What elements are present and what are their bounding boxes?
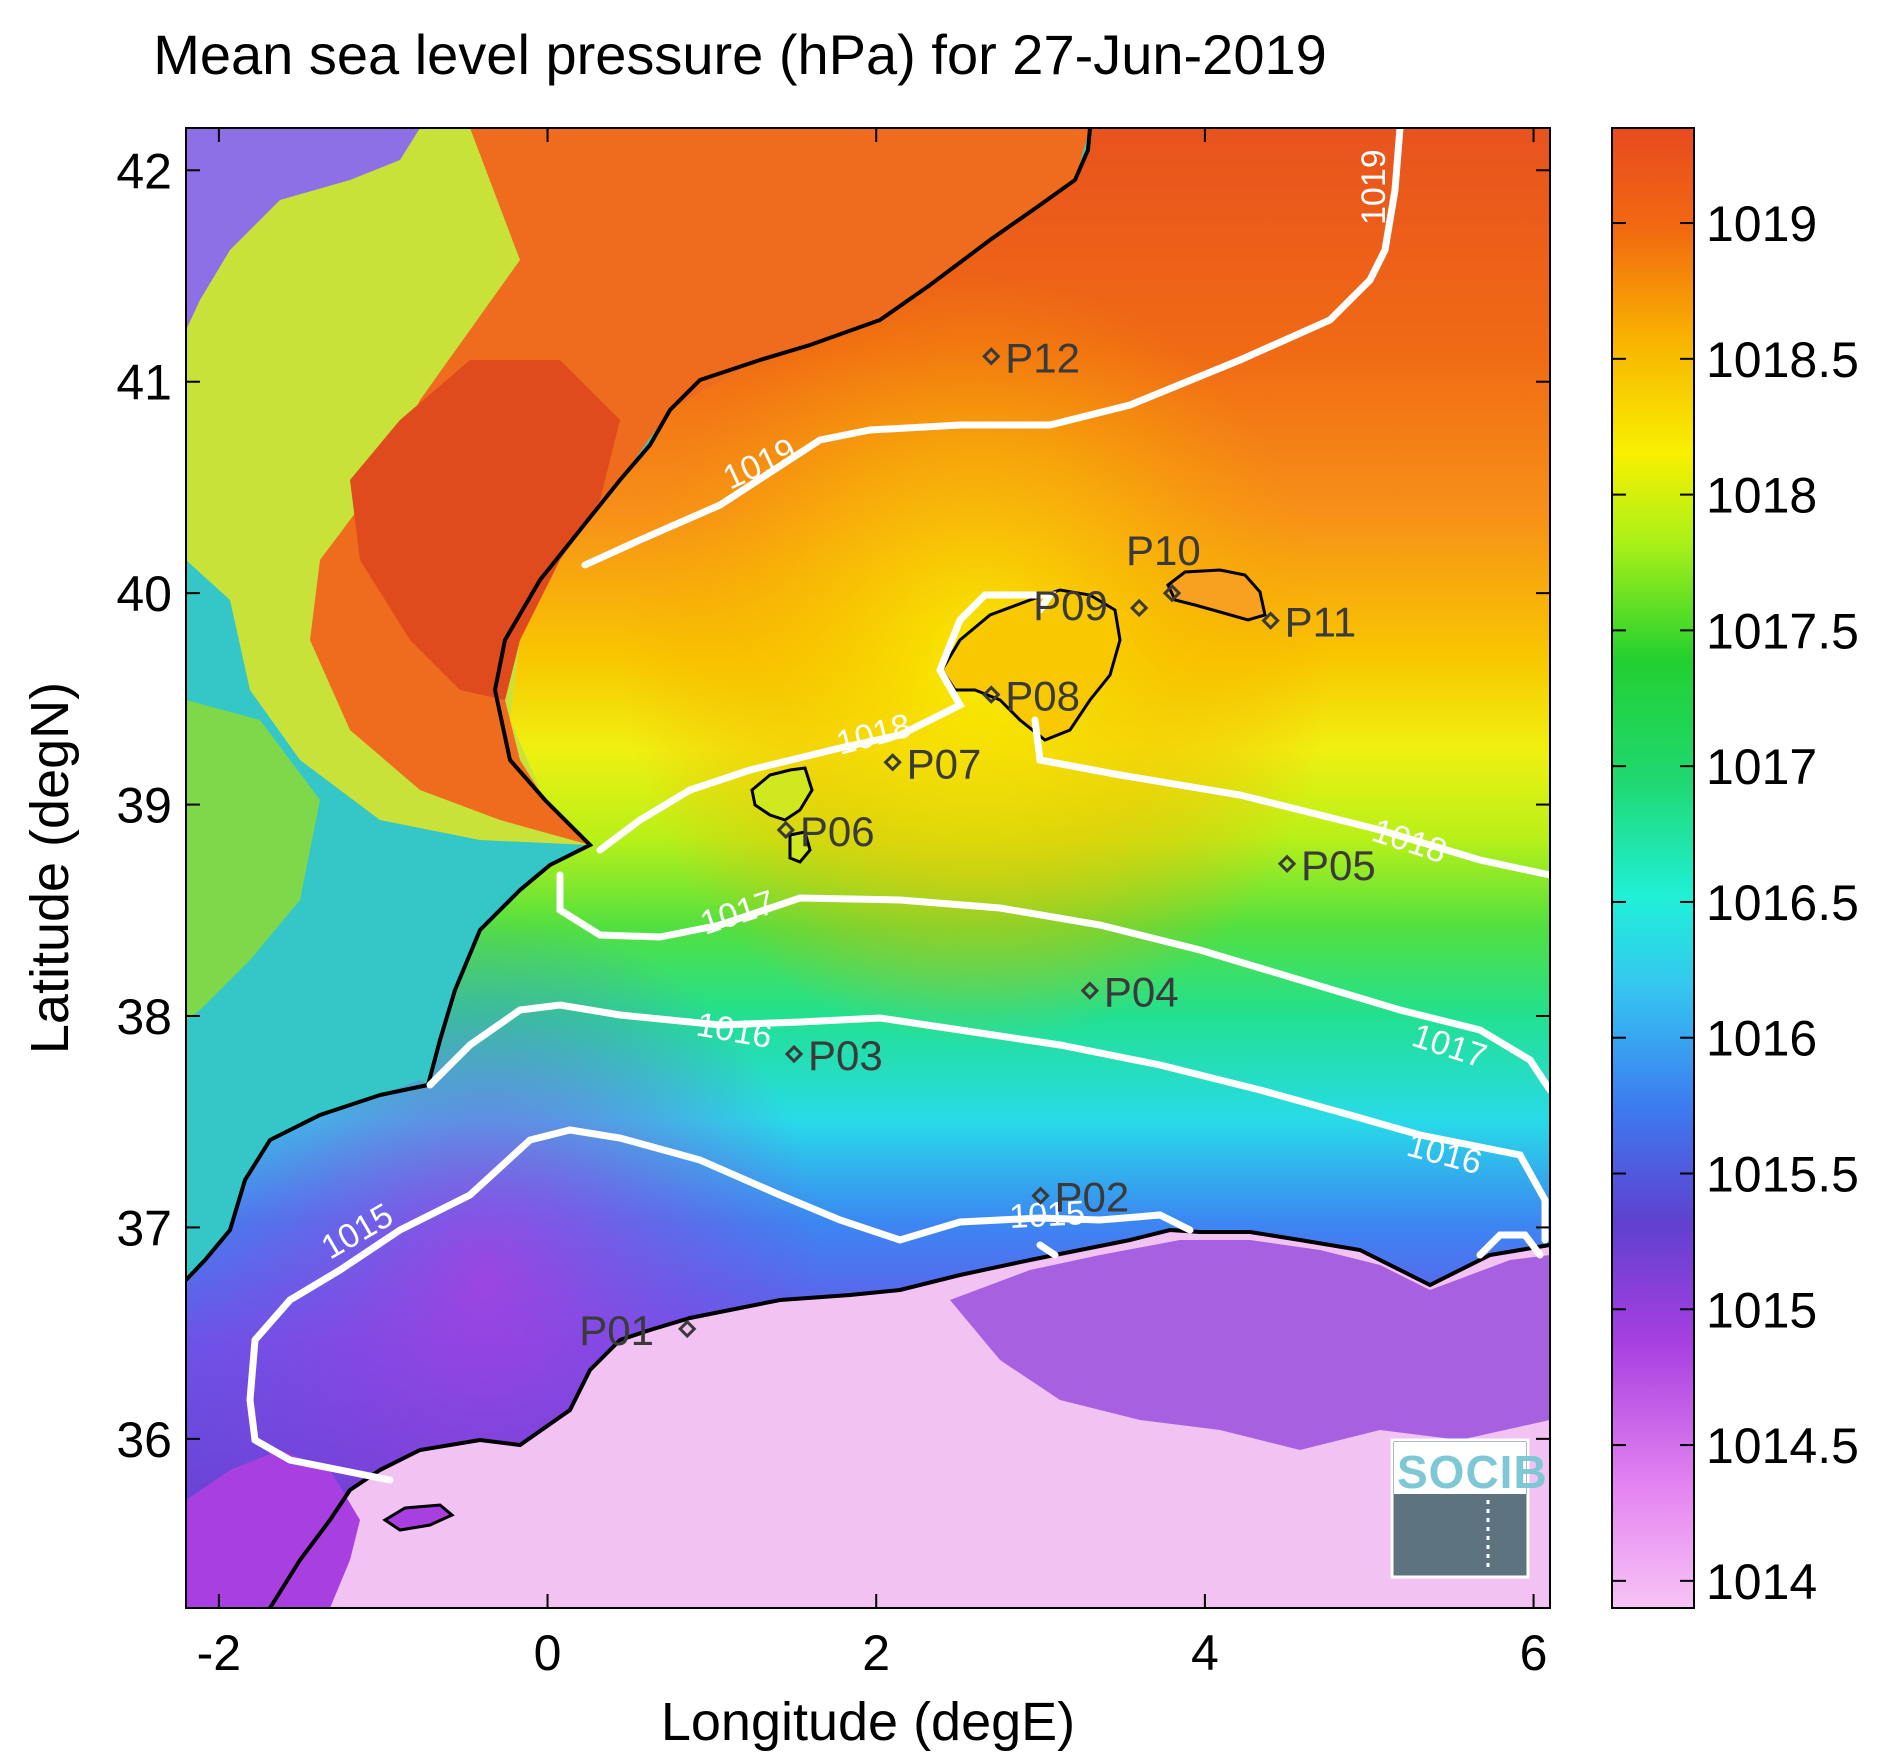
colorbar-ramp: [1611, 127, 1695, 1609]
isobar-1018: [596, 591, 1550, 879]
colorbar-tick-label: 1014.5: [1706, 1418, 1859, 1474]
iberia-land-purple: [186, 128, 420, 330]
station-marker-p03: P03: [784, 1032, 883, 1079]
station-diamond: [1261, 611, 1280, 630]
station-marker-p10: P10: [1126, 527, 1201, 603]
station-marker-p06: P06: [776, 808, 875, 855]
ibiza-island: [750, 766, 814, 822]
x-tick-label: 2: [862, 1625, 890, 1681]
station-marker-p05: P05: [1277, 842, 1376, 889]
station-label: P04: [1104, 969, 1179, 1016]
x-tick-label: 0: [534, 1625, 562, 1681]
colorbar-tick-label: 1017: [1706, 739, 1817, 795]
iberia-coastline: [186, 128, 1092, 1282]
y-tick-label: 38: [116, 989, 172, 1045]
isobar-1015: [246, 1126, 1544, 1484]
station-marker-p12: P12: [982, 334, 1080, 381]
station-label: P02: [1055, 1174, 1130, 1221]
colorbar-tick-label: 1015.5: [1706, 1147, 1859, 1203]
africa-land-purple: [950, 1240, 1550, 1450]
colorbar-ticks: 1014 1014.5 1015 1015.5 1016 1016.5 1017 1017.5…: [1612, 196, 1859, 1610]
colorbar-tick-label: 1014: [1706, 1554, 1817, 1610]
socib-logo-sky: [1394, 1442, 1526, 1494]
y-axis-title: Latitude (degN): [20, 682, 80, 1054]
station-label: P05: [1301, 842, 1376, 889]
iberia-land-red: [350, 360, 620, 700]
y-axis: 36 37 38 39 40 41 42: [116, 143, 1550, 1468]
station-diamond: [1162, 583, 1182, 603]
station-marker-p01: P01: [579, 1307, 697, 1354]
station-label: P09: [1033, 582, 1108, 629]
socib-logo: SOCIB: [1390, 1438, 1548, 1579]
x-axis-title: Longitude (degE): [661, 1692, 1075, 1752]
station-label: P07: [907, 740, 982, 787]
plot-frame: [185, 127, 1551, 1609]
chart-title: Mean sea level pressure (hPa) for 27-Jun…: [153, 23, 1327, 86]
x-tick-label: 6: [1520, 1625, 1548, 1681]
colorbar-tick-label: 1017.5: [1706, 603, 1859, 659]
stations-layer: P01 P02 P03 P04 P05 P06 P07 P08 P09 P10 P11 P12: [579, 334, 1376, 1354]
station-label: P06: [800, 808, 875, 855]
station-diamond: [1080, 981, 1100, 1000]
y-tick-label: 42: [116, 143, 172, 199]
isobar-1016: [426, 1001, 1549, 1244]
station-marker-p02: P02: [1031, 1174, 1130, 1221]
menorca-island: [1166, 568, 1267, 622]
y-tick-label: 37: [116, 1200, 172, 1256]
y-tick-label: 36: [116, 1412, 172, 1468]
station-diamond: [883, 753, 902, 772]
station-label: P12: [1005, 334, 1080, 381]
station-marker-p11: P11: [1261, 599, 1357, 646]
station-marker-p07: P07: [883, 740, 982, 787]
africa-coastline: [268, 1227, 1550, 1608]
mallorca-island: [940, 588, 1122, 742]
isobar-label-1015-b: 1015: [1008, 1194, 1086, 1236]
y-tick-label: 40: [116, 566, 172, 622]
station-label: P01: [579, 1307, 654, 1354]
station-diamond: [784, 1044, 804, 1064]
station-marker-p04: P04: [1080, 969, 1179, 1016]
station-diamond: [1031, 1186, 1050, 1205]
station-marker-p09: P09: [1033, 582, 1149, 629]
colorbar-tick-label: 1018: [1706, 468, 1817, 524]
iberia-land-green: [186, 700, 320, 1020]
station-label: P08: [1005, 673, 1080, 720]
station-marker-p08: P08: [982, 673, 1080, 720]
colorbar: 1014 1014.5 1015 1015.5 1016 1016.5 1017 1017.5…: [1611, 127, 1859, 1610]
x-tick-label: 4: [1191, 1625, 1219, 1681]
colorbar-tick-label: 1015: [1706, 1282, 1817, 1338]
colorbar-tick-label: 1016: [1706, 1011, 1817, 1067]
station-diamond: [1129, 598, 1149, 618]
x-tick-label: -2: [197, 1625, 241, 1681]
alboran-island: [382, 1503, 455, 1532]
pressure-field: 1019 1019 1018 1018 1017 1017 1016 1016 …: [186, 128, 1550, 1608]
station-label: P11: [1285, 599, 1357, 646]
y-tick-label: 41: [116, 355, 172, 411]
formentera-island: [788, 830, 812, 864]
isobars: [246, 128, 1550, 1484]
colorbar-tick-label: 1018.5: [1706, 332, 1859, 388]
isobar-1017: [556, 871, 1550, 1094]
isobar-label-1019-b: 1019: [1355, 149, 1393, 225]
africa-land-west: [186, 1450, 360, 1608]
station-diamond: [776, 820, 796, 840]
station-diamond: [982, 347, 1001, 366]
colorbar-tick-label: 1019: [1706, 196, 1817, 252]
station-diamond: [1277, 854, 1297, 873]
station-diamond: [678, 1319, 697, 1339]
socib-logo-text: SOCIB: [1397, 1446, 1548, 1498]
colorbar-tick-label: 1016.5: [1706, 875, 1859, 931]
station-label: P10: [1126, 527, 1201, 574]
station-diamond: [982, 685, 1001, 704]
station-label: P03: [808, 1032, 883, 1079]
isobar-1019: [581, 128, 1404, 569]
y-tick-label: 39: [116, 778, 172, 834]
x-axis: -2 0 2 4 6: [197, 128, 1548, 1681]
